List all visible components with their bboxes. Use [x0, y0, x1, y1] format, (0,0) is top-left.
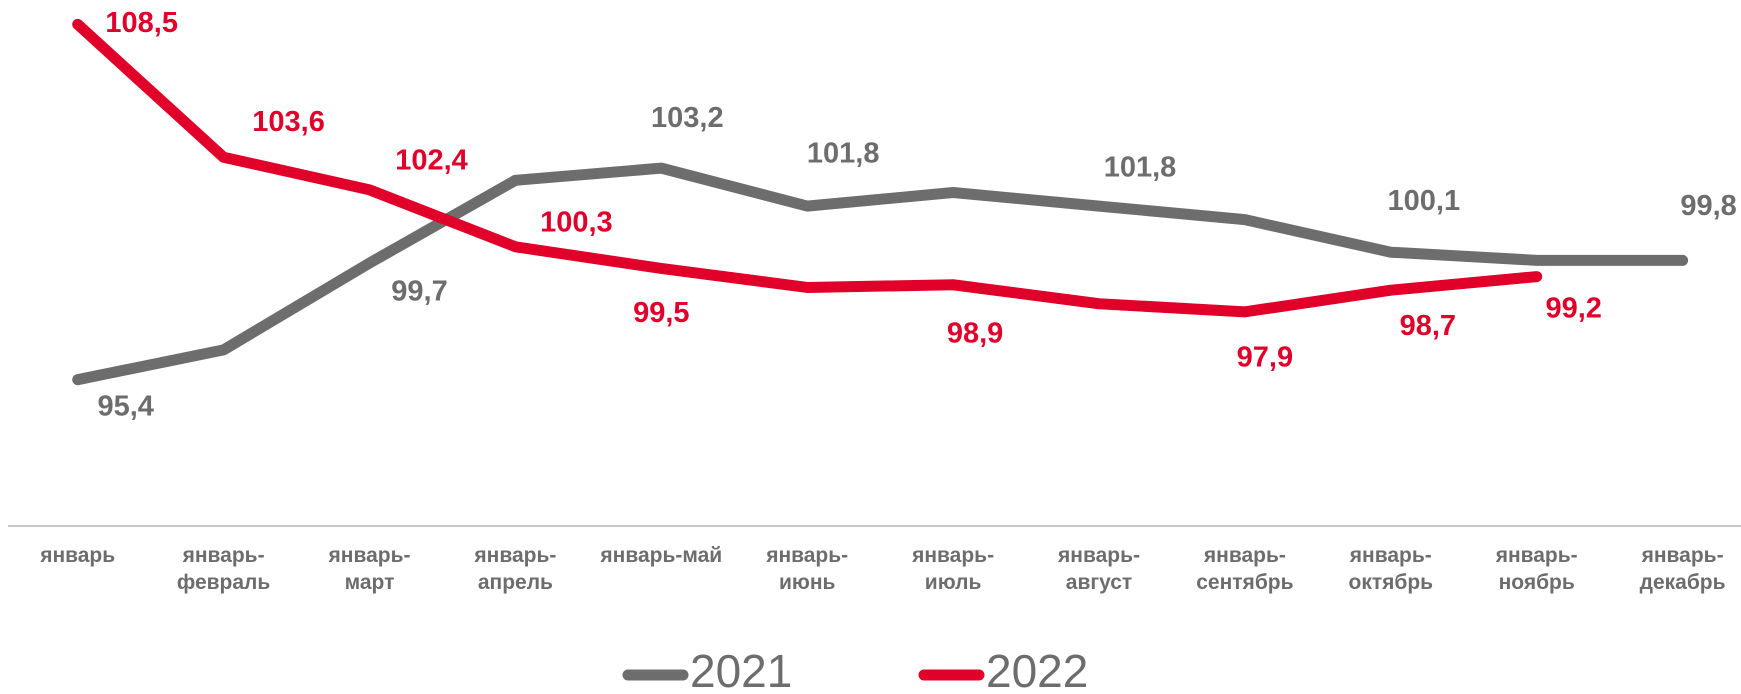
data-label: 108,5: [105, 7, 178, 39]
data-label: 99,7: [391, 276, 447, 308]
x-tick-label: январь-декабрь: [1639, 544, 1726, 594]
x-tick-label: январь-апрель: [474, 544, 557, 594]
series-line: [72, 162, 1689, 386]
data-label: 99,8: [1680, 190, 1736, 222]
data-label: 98,9: [947, 317, 1003, 349]
data-label: 102,4: [395, 144, 468, 176]
x-tick-label: январь-октябрь: [1348, 544, 1434, 594]
x-tick-label: январь-май: [600, 544, 723, 567]
x-tick-label: январь-сентябрь: [1196, 544, 1294, 594]
legend-label: 2021: [690, 645, 792, 694]
data-label: 103,2: [651, 102, 724, 134]
x-tick-label: январь-август: [1058, 544, 1140, 594]
data-label: 101,8: [807, 138, 880, 170]
x-tick-label: январь-ноябрь: [1495, 544, 1578, 594]
series-line: [72, 18, 1543, 318]
legend-label: 2022: [986, 645, 1088, 694]
x-tick-label: январь-март: [328, 544, 411, 594]
data-label: 99,2: [1545, 292, 1601, 324]
data-label: 95,4: [97, 390, 153, 422]
x-tick-label: январь-февраль: [176, 544, 271, 594]
data-label: 101,8: [1104, 152, 1177, 184]
data-label: 100,3: [540, 206, 613, 238]
x-tick-label: январь: [40, 544, 116, 567]
data-label: 103,6: [252, 106, 325, 138]
x-tick-label: январь-июль: [912, 544, 995, 594]
x-tick-label: январь-июнь: [766, 544, 849, 594]
data-label: 98,7: [1400, 310, 1456, 342]
data-label: 99,5: [633, 297, 689, 329]
data-label: 100,1: [1388, 185, 1461, 217]
data-label: 97,9: [1237, 342, 1293, 374]
